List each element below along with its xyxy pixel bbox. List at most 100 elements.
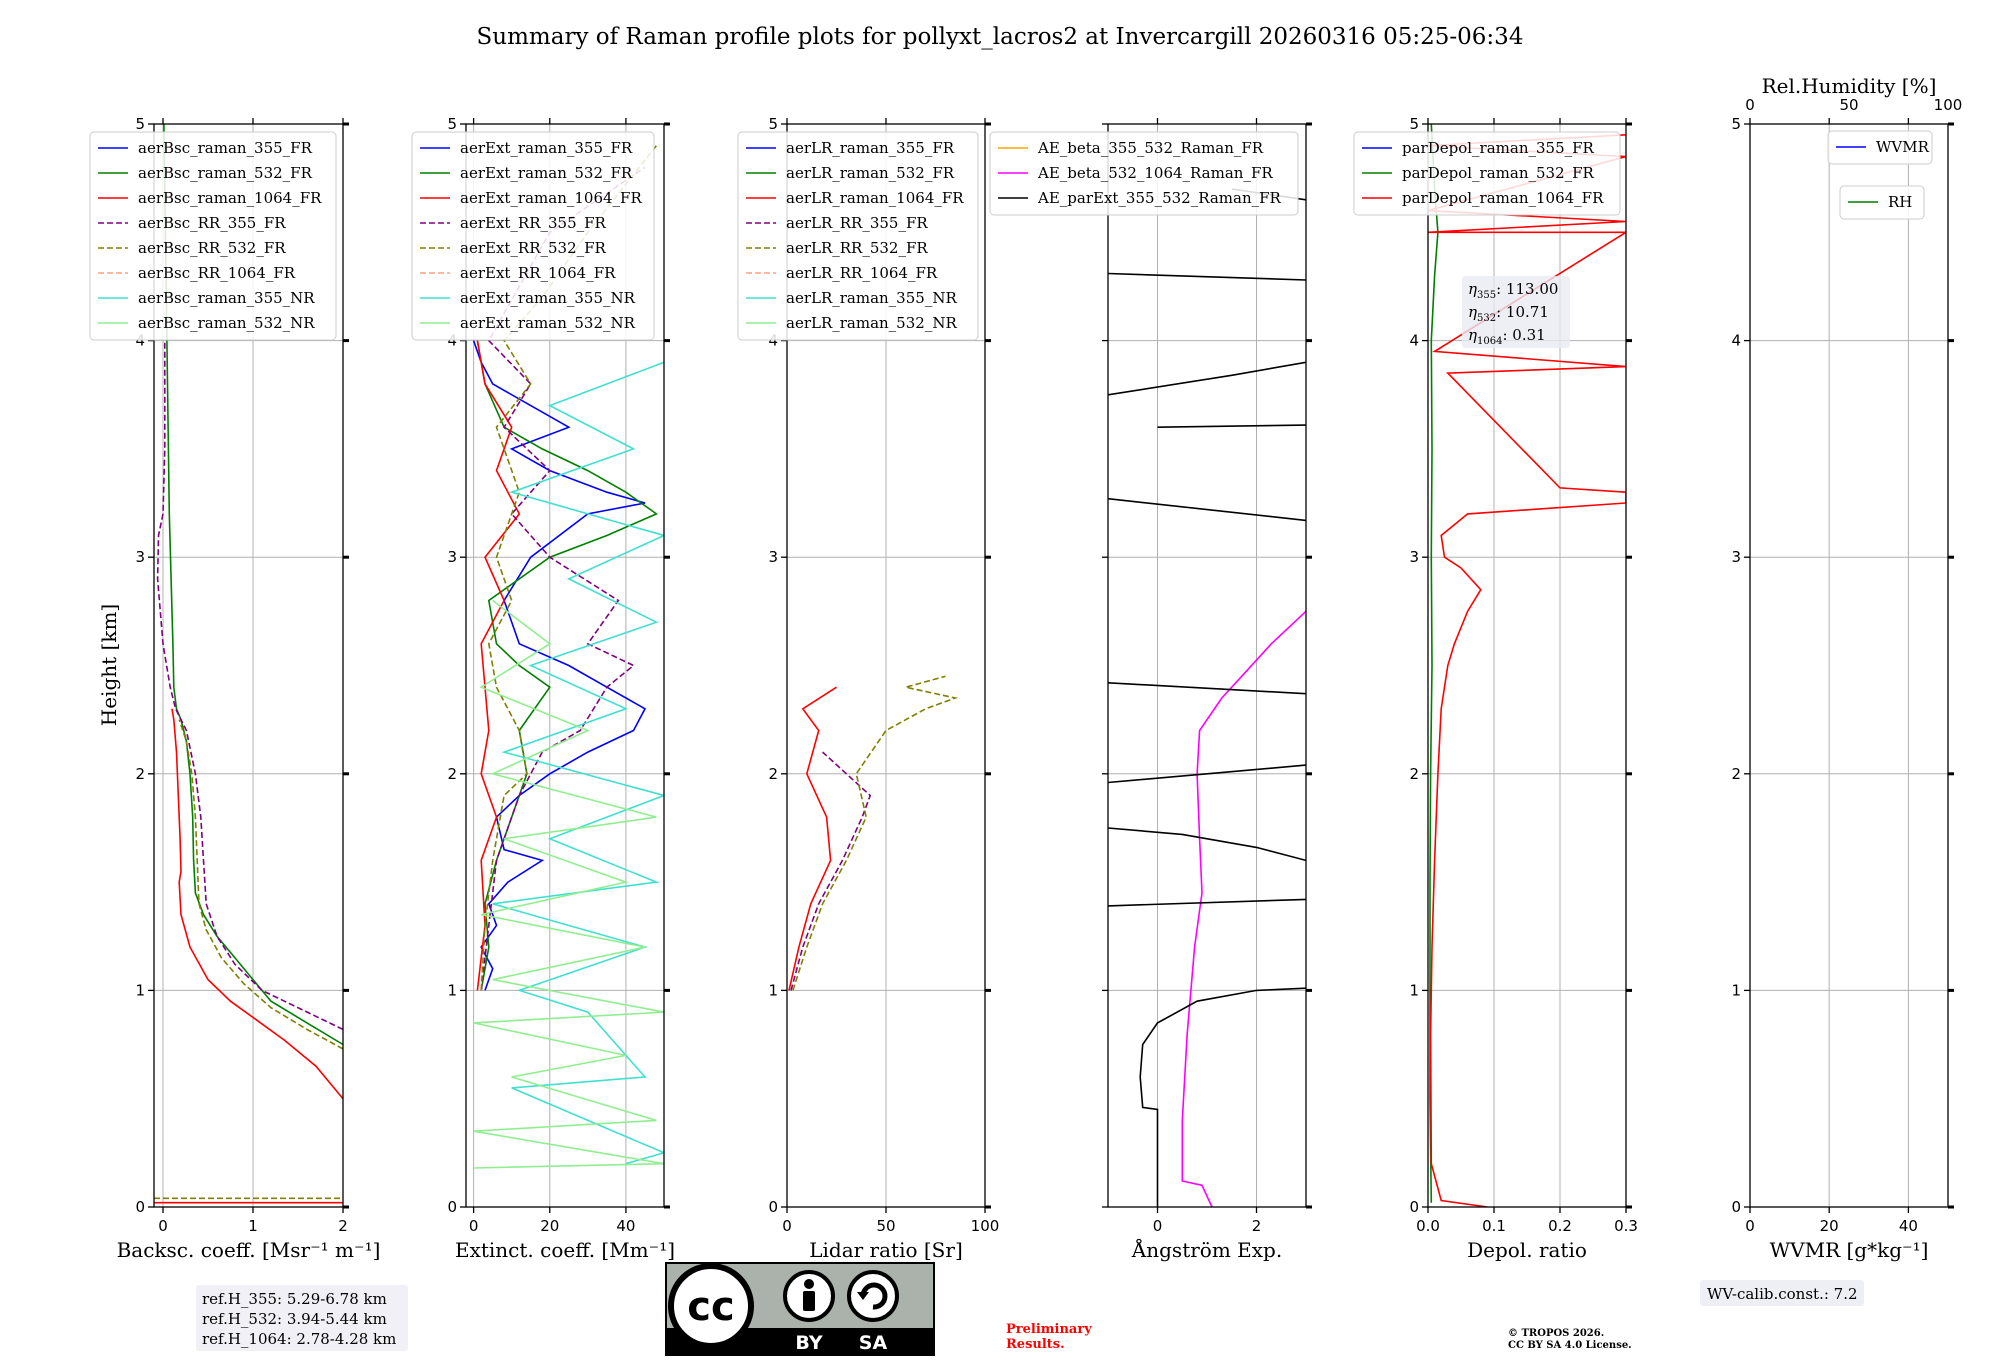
copyright-note: © TROPOS 2026. [1508,1328,1604,1339]
wv-calibration: WV-calib.const.: 7.2 [1700,1280,1864,1306]
legend-box [989,131,1299,216]
copyright-note: CC BY SA 4.0 License. [1508,1340,1632,1351]
y-tick-label: 3 [1409,548,1419,566]
legend-rh: RH [1839,185,1925,220]
legend-entry: aerBsc_raman_532_FR [138,164,313,182]
series-line-aerExt_raman_355_NR [492,361,664,1165]
legend-entry: aerBsc_RR_1064_FR [138,264,296,282]
legend-entry: aerExt_RR_1064_FR [460,264,616,282]
series-line-aerExt_raman_532_NR [473,599,664,1169]
series-line-AE_beta_532_1064_Raman_FR [1181,610,1306,1207]
y-tick-label: 2 [135,765,145,783]
y-tick-label: 0 [135,1198,145,1216]
x-tick-label: 0.0 [1416,1217,1440,1235]
y-tick-label: 5 [135,115,145,133]
y-tick-label: 0 [1731,1198,1741,1216]
y-tick-label: 4 [135,332,145,350]
preliminary-note: Results. [1006,1337,1065,1352]
y-tick-label: 0 [768,1198,778,1216]
reference-height-line: ref.H_1064: 2.78-4.28 km [202,1330,396,1348]
legend-entry: AE_beta_532_1064_Raman_FR [1037,164,1273,182]
cc-logo-icon [668,1263,754,1349]
legend-angstrom: AE_beta_355_532_Raman_FR AE_beta_532_1064… [989,131,1299,216]
series-line-aerLR_raman_1064_FR [788,686,837,991]
panel-backscatter: 0 1 2 3 4 5 0 1 2 Backsc. coeff. [Msr⁻¹ m⁻¹] Heigh… [89,115,381,1262]
legend-entry: aerBsc_raman_355_FR [138,139,313,157]
series-line-aerBsc_raman_532_FR [163,124,343,1046]
y-tick-label: 5 [447,115,457,133]
series-line-parDepol_raman_1064_FR [1428,134,1626,1207]
x-tick-label: 20 [1820,1217,1839,1235]
axes-frame [1427,123,1627,1208]
legend-entry: parDepol_raman_532_FR [1402,164,1595,182]
cc-logo-text: cc [687,1284,734,1330]
legend-entry: aerLR_raman_355_FR [786,139,955,157]
y-tick-label: 5 [1409,115,1419,133]
panel-extinction: 0 1 2 3 4 5 0 20 40 Extinct. coeff. [Mm⁻¹] aerExt_… [411,115,675,1262]
legend-entry: aerBsc_RR_532_FR [138,239,286,257]
legend-entry: WVMR [1876,138,1930,156]
top-x-axis-label: Rel.Humidity [%] [1762,74,1937,98]
legend-entry: aerLR_raman_532_NR [786,314,957,332]
x-tick-label: 1 [248,1217,258,1235]
legend-entry: aerExt_raman_355_FR [460,139,633,157]
series-line-AE_black_8 [1108,361,1306,396]
series-line-aerExt_raman_1064_FR [476,340,521,991]
series-line-aerExt_RR_355_FR [480,166,646,991]
series-line-AE_black_6 [1108,497,1306,522]
x-tick-label: 0.1 [1482,1217,1506,1235]
sa-sharealike-arrow [857,1292,869,1300]
axes-frame [1749,123,1949,1208]
eta-line: η1064: 0.31 [1468,326,1546,347]
x-axis-label: Depol. ratio [1467,1238,1587,1262]
y-tick-label: 0 [1409,1198,1419,1216]
series-line-AE_black_4 [1108,764,1306,784]
y-tick-label: 1 [1409,981,1419,999]
series-line-AE_black_7 [1157,424,1306,428]
y-tick-label: 2 [1731,765,1741,783]
reference-height-line: ref.H_532: 3.94-5.44 km [202,1310,387,1328]
x-tick-label: 0.2 [1548,1217,1572,1235]
x-axis-label: Backsc. coeff. [Msr⁻¹ m⁻¹] [117,1238,381,1262]
eta-box [1462,276,1570,348]
reference-heights-box [196,1285,408,1351]
top-x-tick-label: 100 [1934,96,1963,114]
x-tick-label: 2 [1252,1217,1262,1235]
legend-wvmr: WVMR [1827,130,1933,165]
series-group [1108,188,1306,1207]
legend-entry: aerExt_raman_355_NR [460,289,636,307]
legend-box [89,131,337,341]
y-tick-label: 3 [768,548,778,566]
top-x-tick-label: 50 [1839,96,1858,114]
x-tick-label: 50 [876,1217,895,1235]
series-line-aerLR_RR_355_FR [790,751,872,991]
x-axis-label: Ångström Exp. [1131,1237,1282,1262]
by-attribution-head [804,1279,814,1289]
legend-lidar_ratio: aerLR_raman_355_FR aerLR_raman_532_FR aerL… [737,131,979,341]
series-line-aerExt_raman_355_FR [472,340,647,991]
legend-box [1839,185,1925,220]
legend-entry: aerLR_raman_355_NR [786,289,957,307]
series-line-AE_black_9 [1108,272,1306,281]
wv-calib-text: WV-calib.const.: 7.2 [1707,1285,1858,1303]
legend-entry: AE_beta_355_532_Raman_FR [1037,139,1264,157]
legend-entry: parDepol_raman_355_FR [1402,139,1595,157]
wv-calib-box [1700,1280,1864,1306]
eta-line: η532: 10.71 [1468,303,1549,324]
y-tick-label: 2 [447,765,457,783]
axes-frame [1107,123,1307,1208]
x-tick-label: 20 [540,1217,559,1235]
x-tick-label: 0 [1153,1217,1163,1235]
y-tick-label: 3 [1731,548,1741,566]
x-axis-label: WVMR [g*kg⁻¹] [1770,1238,1929,1262]
y-tick-label: 4 [447,332,457,350]
series-line-aerBsc_RR_355_FR [156,340,343,1031]
y-tick-label: 2 [1409,765,1419,783]
y-tick-label: 5 [768,115,778,133]
legend-entry: parDepol_raman_1064_FR [1402,189,1604,207]
series-line-aerBsc_RR_532_FR [178,719,343,1050]
by-attribution-body [803,1291,815,1311]
legend-extinction: aerExt_raman_355_FR aerExt_raman_532_FRae… [411,131,655,341]
